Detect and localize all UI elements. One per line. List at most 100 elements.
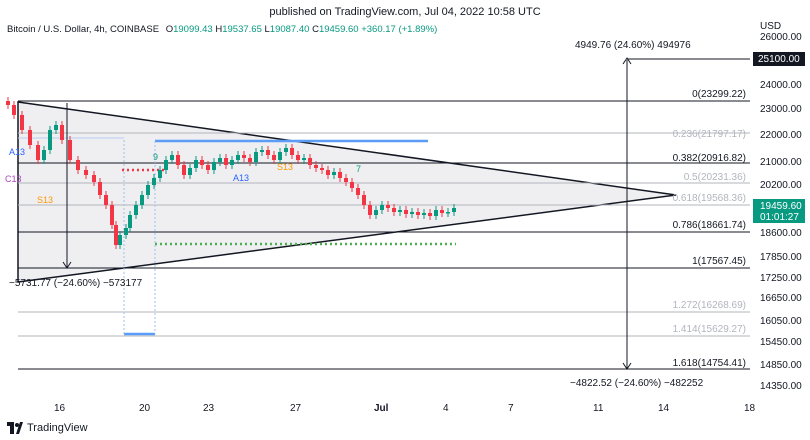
triangle-pattern[interactable] bbox=[17, 101, 677, 283]
currency-label: USD bbox=[760, 21, 782, 32]
target-badge-bg bbox=[753, 52, 805, 66]
candle-body bbox=[254, 152, 258, 162]
candle-body bbox=[158, 170, 162, 178]
candle-body bbox=[356, 188, 360, 195]
candle-body bbox=[176, 155, 180, 165]
close-key: C bbox=[312, 24, 319, 35]
candle-body bbox=[84, 170, 88, 175]
candle-body bbox=[350, 182, 354, 188]
candle-body bbox=[12, 105, 16, 115]
candle-body bbox=[452, 208, 456, 212]
candle-body bbox=[218, 158, 222, 162]
candle-body bbox=[260, 150, 264, 152]
date-tick: 27 bbox=[290, 403, 302, 414]
candle-body bbox=[428, 213, 432, 216]
candle-body bbox=[230, 160, 234, 165]
price-tick: 26000.00 bbox=[760, 32, 802, 43]
candle-body bbox=[236, 155, 240, 160]
date-tick: 4 bbox=[443, 403, 449, 414]
measure-tool-left[interactable]: −5731.77 (−24.60%) −573177 bbox=[9, 103, 143, 289]
price-tick: 15450.00 bbox=[760, 337, 802, 348]
candle-body bbox=[118, 235, 122, 245]
arrow-up-icon bbox=[622, 57, 632, 65]
measure-lower-text: −4822.52 (−24.60%) −482252 bbox=[570, 378, 704, 389]
candle-body bbox=[302, 158, 306, 160]
high-value: 19537.65 bbox=[222, 24, 262, 35]
price-tick: 16650.00 bbox=[760, 293, 802, 304]
candle-body bbox=[266, 150, 270, 155]
candle-body bbox=[134, 205, 138, 215]
marker-c13: C13 bbox=[5, 174, 22, 184]
fib-label: 1(17567.45) bbox=[692, 256, 746, 267]
candle-body bbox=[124, 228, 128, 235]
countdown-text: 01:01:27 bbox=[760, 212, 799, 223]
candle-body bbox=[188, 168, 192, 175]
candle-body bbox=[6, 101, 10, 105]
fib-label: 0.5(20231.36) bbox=[684, 172, 746, 183]
time-axis[interactable]: 16 20 23 27 Jul 4 7 11 14 18 bbox=[54, 403, 756, 414]
date-tick: 16 bbox=[54, 403, 66, 414]
candle-body bbox=[170, 155, 174, 160]
candle-body bbox=[296, 155, 300, 160]
candle-body bbox=[326, 170, 330, 175]
price-axis[interactable]: 26000.00 24000.00 23000.00 22000.00 2100… bbox=[760, 32, 802, 392]
date-tick: 18 bbox=[744, 403, 756, 414]
arrow-down-icon bbox=[62, 261, 72, 269]
target-badge-text: 25100.00 bbox=[758, 54, 800, 65]
candle-body bbox=[416, 212, 420, 215]
candle-body bbox=[92, 175, 96, 182]
candle-body bbox=[398, 210, 402, 212]
candle-body bbox=[60, 125, 64, 140]
candle-body bbox=[164, 160, 168, 170]
price-tick: 17850.00 bbox=[760, 252, 802, 263]
candle-body bbox=[284, 148, 288, 152]
candle-body bbox=[446, 212, 450, 214]
close-value: 19459.60 bbox=[318, 24, 359, 35]
candle-body bbox=[200, 160, 204, 165]
candle-body bbox=[212, 162, 216, 170]
fib-label: 0(23299.22) bbox=[692, 89, 746, 100]
fib-label: 0.382(20916.82) bbox=[673, 153, 746, 164]
candle-body bbox=[206, 165, 210, 170]
candle-body bbox=[308, 158, 312, 165]
price-tick: 16050.00 bbox=[760, 316, 802, 327]
high-key: H bbox=[215, 24, 223, 35]
fib-label: 1.618(14754.41) bbox=[673, 358, 746, 369]
fib-label: 0.786(18661.74) bbox=[673, 220, 746, 231]
measure-tool-right[interactable]: 4949.76 (24.60%) 494976 −4822.52 (−24.60… bbox=[570, 40, 750, 389]
candle-body bbox=[422, 213, 426, 215]
fib-label: 1.414(15629.27) bbox=[673, 324, 746, 335]
price-tick: 21000.00 bbox=[760, 157, 802, 168]
date-tick: Jul bbox=[374, 403, 389, 414]
tradingview-logo[interactable]: TradingView bbox=[7, 422, 88, 434]
date-tick: 14 bbox=[658, 403, 670, 414]
fib-label: 1.272(16268.69) bbox=[673, 300, 746, 311]
candle-body bbox=[98, 182, 102, 195]
candle-body bbox=[392, 208, 396, 212]
date-tick: 7 bbox=[508, 403, 514, 414]
candlestick-series bbox=[6, 97, 456, 249]
candle-body bbox=[36, 145, 40, 160]
candle-body bbox=[278, 152, 282, 160]
marker-a13: A13 bbox=[9, 147, 25, 157]
date-tick: 23 bbox=[203, 403, 215, 414]
current-badge-bg bbox=[753, 199, 805, 223]
current-price-badge: 19459.60 01:01:27 bbox=[753, 199, 805, 223]
price-tick: 23000.00 bbox=[760, 104, 802, 115]
change-value: +360.17 (+1.89%) bbox=[361, 24, 438, 35]
price-tick: 17250.00 bbox=[760, 273, 802, 284]
candle-body bbox=[338, 172, 342, 178]
fib-label: 0.236(21797.17) bbox=[673, 129, 746, 140]
candle-body bbox=[28, 130, 32, 145]
price-tick: 24000.00 bbox=[760, 80, 802, 91]
candle-body bbox=[320, 168, 324, 170]
price-tick: 20200.00 bbox=[760, 180, 802, 191]
candle-body bbox=[146, 185, 150, 195]
low-value: 19087.40 bbox=[269, 24, 310, 35]
candle-body bbox=[242, 155, 246, 158]
brand-name: TradingView bbox=[27, 422, 88, 434]
candle-body bbox=[224, 158, 228, 165]
price-tick: 18600.00 bbox=[760, 228, 802, 239]
candle-body bbox=[374, 210, 378, 215]
